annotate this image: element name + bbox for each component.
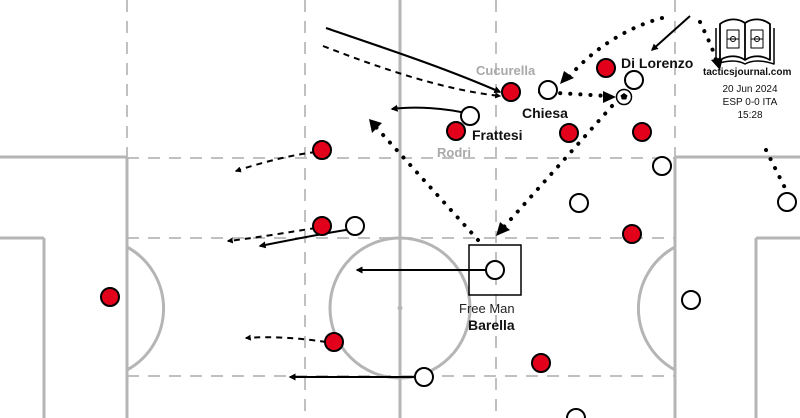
- match-time: 15:28: [737, 110, 763, 121]
- white-player: [460, 106, 480, 126]
- dashed-arrows: [226, 45, 502, 343]
- white-player: [681, 290, 701, 310]
- red-player: [100, 287, 120, 307]
- pass-line-right-side: [698, 20, 718, 62]
- red-player-rodri: [559, 123, 579, 143]
- run-arrows: [258, 15, 691, 381]
- white-player-chiesa: [538, 80, 558, 100]
- label-rodri: Rodri: [437, 145, 471, 160]
- run-arrow-chiesa: [390, 104, 471, 115]
- label-barella: Barella: [468, 317, 515, 333]
- white-team-players: [345, 70, 797, 418]
- red-player-cucurella: [501, 82, 521, 102]
- label-free-man: Free Man: [459, 301, 515, 316]
- white-player: [345, 216, 365, 236]
- site-name: tacticsjournal.com: [703, 67, 792, 78]
- pass-line-barella-up-left: [373, 124, 480, 242]
- red-player: [324, 332, 344, 352]
- label-di-lorenzo: Di Lorenzo: [621, 55, 694, 71]
- red-player: [312, 216, 332, 236]
- red-team-players: [100, 58, 652, 373]
- red-player-di-lorenzo: [596, 58, 616, 78]
- run-arrow-left-white: [258, 228, 353, 249]
- white-player: [624, 70, 644, 90]
- pass-line-far-right: [764, 148, 787, 190]
- book-logo-icon: [715, 18, 775, 65]
- white-player-barella: [485, 260, 505, 280]
- white-player: [566, 408, 586, 418]
- dashed-arrow-top: [322, 45, 502, 99]
- white-player: [777, 192, 797, 212]
- football-icon: [615, 88, 633, 106]
- run-arrow-di-lorenzo: [650, 15, 691, 51]
- label-cucurella: Cucurella: [476, 63, 536, 78]
- red-player: [531, 353, 551, 373]
- white-player: [414, 367, 434, 387]
- label-frattesi: Frattesi: [472, 127, 523, 143]
- dashed-arrow-red3: [244, 334, 327, 343]
- pass-line-ball-to-barella: [501, 104, 614, 230]
- match-date: 20 Jun 2024: [722, 84, 778, 95]
- red-player: [312, 140, 332, 160]
- red-player-frattesi: [446, 121, 466, 141]
- run-arrow-top: [325, 26, 502, 94]
- dashed-arrow-red2: [226, 227, 317, 244]
- red-player: [622, 224, 642, 244]
- white-player: [569, 193, 589, 213]
- pass-line-to-cucurella: [566, 16, 664, 80]
- white-player: [652, 156, 672, 176]
- label-chiesa: Chiesa: [522, 105, 568, 121]
- red-player: [632, 122, 652, 142]
- match-score: ESP 0-0 ITA: [722, 97, 778, 108]
